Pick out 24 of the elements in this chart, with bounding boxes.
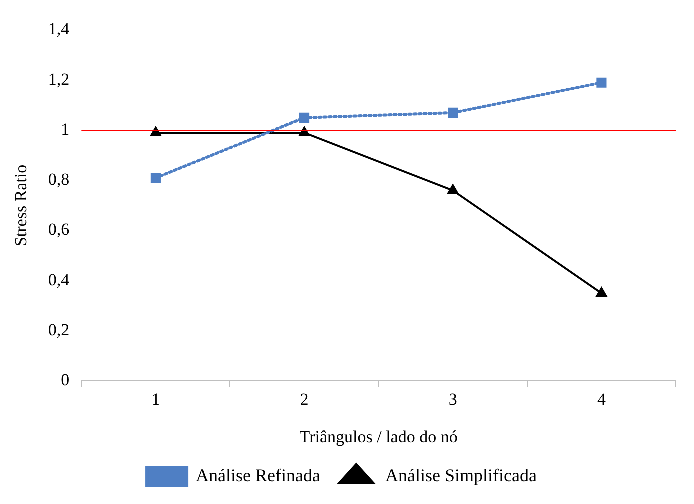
y-tick-label: 0,2 <box>48 320 70 340</box>
y-tick-label: 0,6 <box>48 220 70 240</box>
y-tick-label: 0,8 <box>48 170 70 190</box>
legend-label: Análise Simplificada <box>385 466 537 486</box>
point <box>299 126 310 136</box>
point <box>448 108 458 118</box>
x-tick-label: 4 <box>597 390 606 409</box>
y-tick-label: 1 <box>61 120 70 139</box>
point <box>596 287 608 297</box>
y-tick-label: 1,2 <box>48 70 70 89</box>
legend-label: Análise Refinada <box>196 466 321 486</box>
x-axis-title: Triângulos / lado do nó <box>300 427 458 446</box>
point <box>150 173 161 184</box>
x-tick-label: 1 <box>152 390 160 409</box>
y-tick-label: 1,4 <box>48 20 70 39</box>
y-tick-label: 0,4 <box>48 270 70 290</box>
point <box>448 184 458 194</box>
y-axis-title: Stress Ratio <box>12 164 31 247</box>
x-tick-label: 3 <box>448 390 458 409</box>
point <box>150 126 162 136</box>
y-tick-label: 0 <box>61 370 70 390</box>
point <box>299 112 310 123</box>
x-tick-label: 2 <box>300 390 309 409</box>
point <box>596 78 607 88</box>
